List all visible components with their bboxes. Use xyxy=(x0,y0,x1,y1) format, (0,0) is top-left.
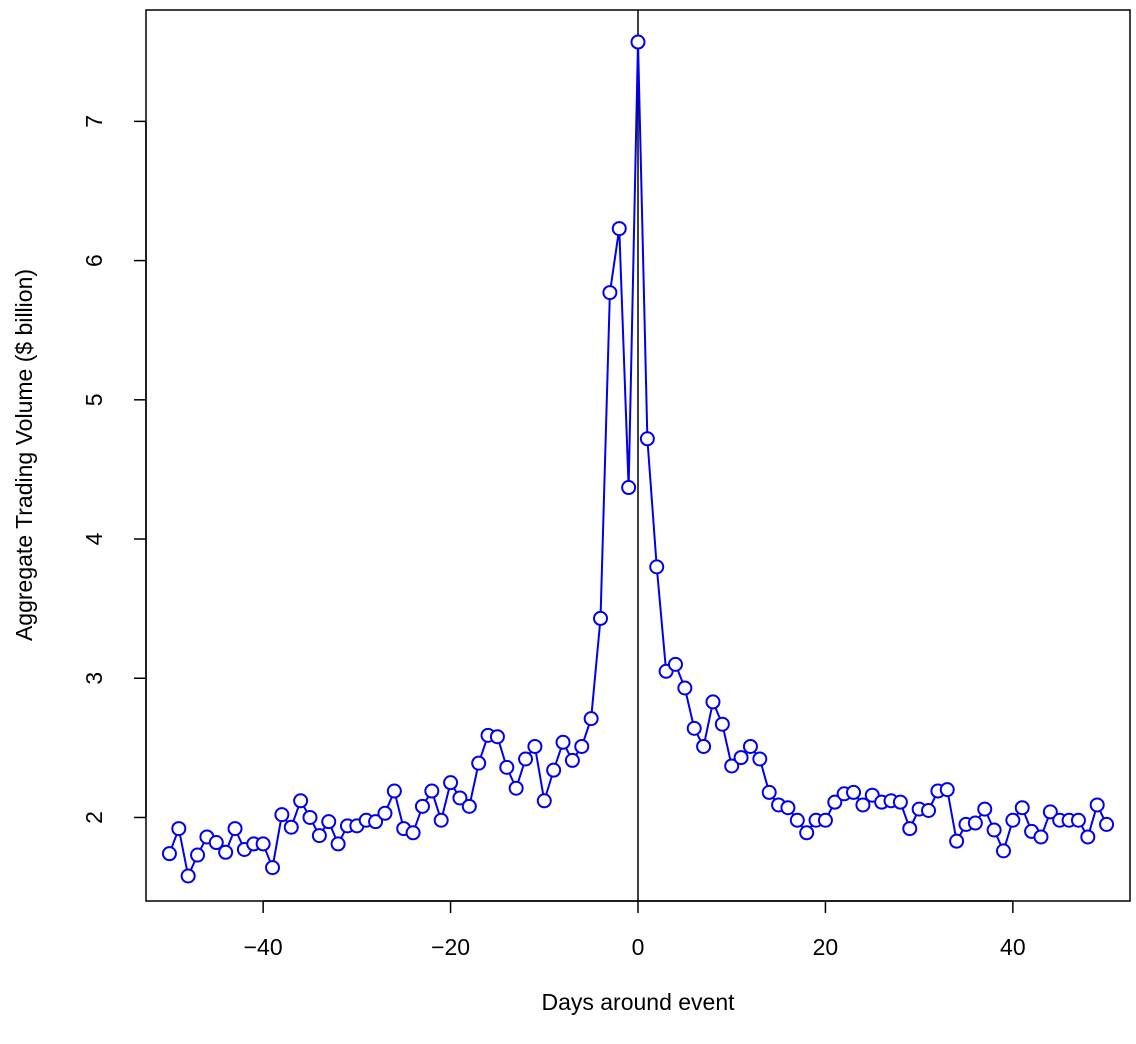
data-point xyxy=(386,783,402,799)
data-point xyxy=(827,794,843,810)
data-point xyxy=(789,812,805,828)
data-point xyxy=(733,750,749,766)
data-point xyxy=(527,738,543,754)
data-point xyxy=(311,828,327,844)
data-point xyxy=(742,738,758,754)
data-point xyxy=(414,798,430,814)
data-point xyxy=(1089,797,1105,813)
x-tick-label: 40 xyxy=(1000,934,1026,960)
data-point xyxy=(471,755,487,771)
data-point xyxy=(949,833,965,849)
data-point xyxy=(686,720,702,736)
data-point xyxy=(799,825,815,841)
x-tick-label: −40 xyxy=(244,934,283,960)
data-point xyxy=(1005,812,1021,828)
data-point xyxy=(546,762,562,778)
data-point xyxy=(377,805,393,821)
data-point xyxy=(639,431,655,447)
data-point xyxy=(330,836,346,852)
data-point xyxy=(1080,829,1096,845)
data-point xyxy=(939,782,955,798)
data-point xyxy=(424,783,440,799)
data-point xyxy=(921,803,937,819)
x-axis: −40 −20 0 20 40 xyxy=(244,900,1026,960)
data-point xyxy=(274,807,290,823)
data-point xyxy=(293,793,309,809)
data-point xyxy=(902,821,918,837)
data-point xyxy=(724,758,740,774)
x-tick-label: 20 xyxy=(813,934,839,960)
data-point xyxy=(443,775,459,791)
data-point xyxy=(564,752,580,768)
data-point xyxy=(161,846,177,862)
data-point xyxy=(536,793,552,809)
series-points xyxy=(161,34,1115,884)
data-point xyxy=(1099,816,1115,832)
data-point xyxy=(283,819,299,835)
y-tick-label: 7 xyxy=(81,115,107,128)
data-point xyxy=(967,815,983,831)
y-tick-label: 3 xyxy=(81,672,107,685)
data-point xyxy=(208,835,224,851)
x-axis-label: Days around event xyxy=(541,989,735,1015)
data-point xyxy=(508,780,524,796)
data-point xyxy=(846,784,862,800)
data-point xyxy=(171,821,187,837)
data-point xyxy=(190,847,206,863)
data-point xyxy=(368,814,384,830)
y-tick-label: 5 xyxy=(81,393,107,406)
data-point xyxy=(574,738,590,754)
y-axis: 2 3 4 5 6 7 xyxy=(81,115,147,824)
x-tick-label: 0 xyxy=(632,934,645,960)
data-point xyxy=(705,694,721,710)
data-point xyxy=(218,844,234,860)
y-tick-label: 2 xyxy=(81,811,107,824)
data-point xyxy=(714,716,730,732)
data-point xyxy=(696,738,712,754)
data-point xyxy=(667,656,683,672)
data-point xyxy=(518,751,534,767)
data-point xyxy=(977,801,993,817)
data-point xyxy=(265,860,281,876)
data-point xyxy=(677,680,693,696)
data-point xyxy=(583,711,599,727)
data-point xyxy=(892,794,908,810)
data-point xyxy=(180,868,196,884)
data-point xyxy=(621,480,637,496)
data-point xyxy=(602,285,618,301)
data-point xyxy=(995,843,1011,859)
data-point xyxy=(555,734,571,750)
data-point xyxy=(255,836,271,852)
data-point xyxy=(452,790,468,806)
data-point xyxy=(1014,800,1030,816)
data-point xyxy=(780,800,796,816)
y-tick-label: 6 xyxy=(81,254,107,267)
data-point xyxy=(321,814,337,830)
data-point xyxy=(227,821,243,837)
data-point xyxy=(986,822,1002,838)
data-point xyxy=(1070,812,1086,828)
y-tick-label: 4 xyxy=(81,532,107,545)
x-tick-label: −20 xyxy=(431,934,470,960)
data-point xyxy=(817,812,833,828)
data-point xyxy=(752,751,768,767)
data-point xyxy=(302,809,318,825)
data-point xyxy=(611,221,627,237)
data-point xyxy=(1033,829,1049,845)
data-point xyxy=(593,610,609,626)
data-point xyxy=(489,729,505,745)
data-point xyxy=(405,825,421,841)
data-point xyxy=(1042,804,1058,820)
data-point xyxy=(630,34,646,50)
data-point xyxy=(433,812,449,828)
data-point xyxy=(499,759,515,775)
data-point xyxy=(461,798,477,814)
data-point xyxy=(761,784,777,800)
data-point xyxy=(649,559,665,575)
data-point xyxy=(855,797,871,813)
y-axis-label: Aggregate Trading Volume ($ billion) xyxy=(11,269,37,641)
